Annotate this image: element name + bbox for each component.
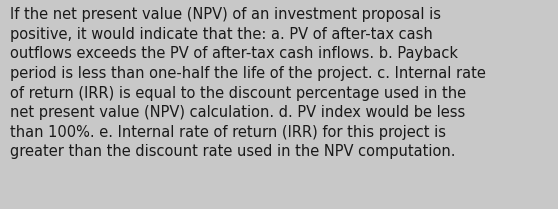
Text: If the net present value (NPV) of an investment proposal is
positive, it would i: If the net present value (NPV) of an inv…	[10, 7, 486, 159]
